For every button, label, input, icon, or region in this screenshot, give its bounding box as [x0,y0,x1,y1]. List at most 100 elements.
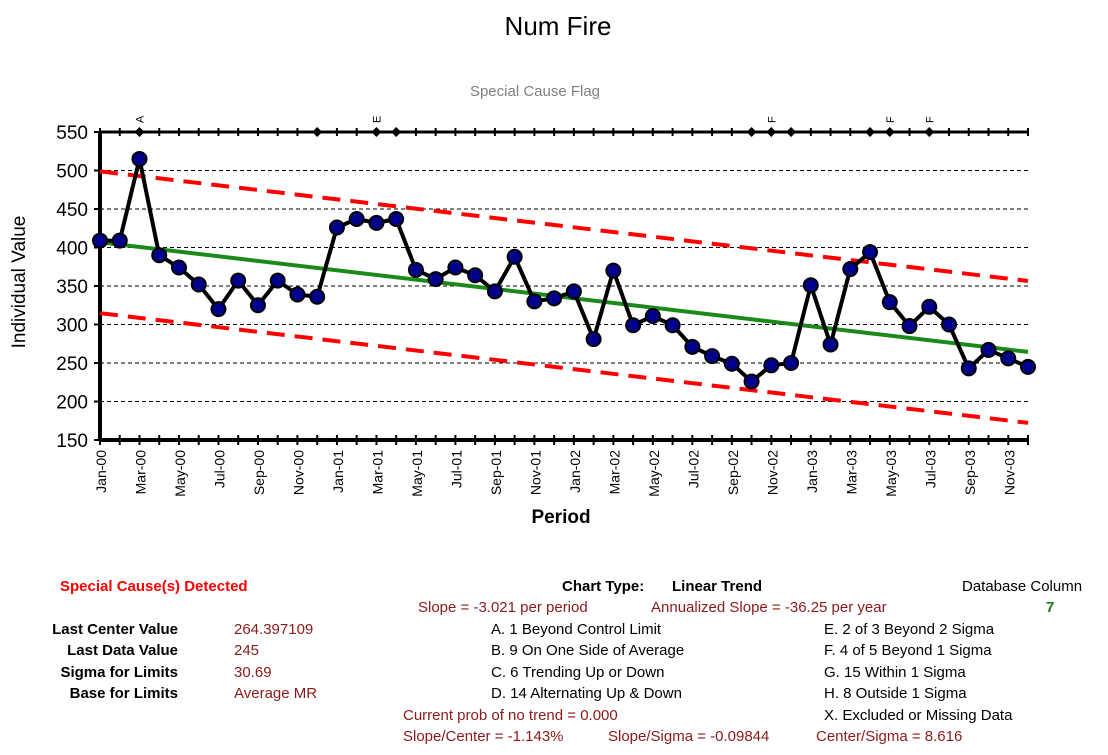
stat-value: 264.397109 [234,621,314,638]
x-tick-label: Sep-00 [251,450,267,495]
x-tick-label: Mar-02 [606,450,622,495]
x-tick-label: Jan-02 [567,450,583,493]
flag-marker [865,127,876,137]
special-cause-detected: Special Cause(s) Detected [60,578,248,595]
data-point [210,301,227,318]
data-point [1020,358,1036,375]
data-point [526,293,543,310]
stat-value: Average MR [234,685,318,702]
data-point [862,244,879,261]
data-point [190,276,207,293]
data-point [802,277,819,294]
data-point [111,232,128,249]
y-tick-label: 350 [56,277,88,298]
flag-marker [746,127,757,137]
y-tick-label: 250 [56,354,88,375]
data-point [921,298,938,315]
rule-item: B. 9 On One Side of Average [491,642,685,659]
chart-type-value: Linear Trend [672,578,763,595]
data-point [388,211,405,228]
center-trend-line [99,240,1029,354]
chart-subtitle: Special Cause Flag [470,83,600,100]
chart-type-label: Chart Type: [562,578,645,595]
flag-label: A [134,115,146,123]
data-point [783,355,800,371]
data-point [230,272,247,289]
control-limit-line [99,169,1029,283]
rule-item: A. 1 Beyond Control Limit [491,621,662,638]
data-point [763,357,780,374]
stat-label: Base for Limits [69,685,178,702]
rule-item: F. 4 of 5 Beyond 1 Sigma [824,642,992,659]
rule-item: G. 15 Within 1 Sigma [824,664,966,681]
stat-label: Sigma for Limits [60,664,178,681]
data-point [309,288,326,305]
flag-marker [391,127,402,137]
data-point [486,283,503,300]
flag-marker [312,127,323,137]
database-column-label: Database Column [962,578,1083,595]
rule-item: D. 14 Alternating Up & Down [491,685,682,702]
data-point [881,294,898,311]
flag-label: F [766,116,778,123]
data-point [822,336,839,353]
data-point [704,348,721,365]
data-point [605,262,622,279]
data-point [684,338,701,355]
stat-label: Last Center Value [52,621,178,638]
data-point [941,316,958,333]
data-point [901,318,918,335]
flag-label: F [924,116,936,123]
data-point [289,286,306,303]
x-tick-label: Nov-00 [290,450,306,495]
y-tick-label: 450 [56,200,88,221]
x-tick-label: Mar-01 [369,450,385,495]
data-point [269,272,286,289]
data-point [348,211,365,228]
flag-marker [884,127,895,137]
flag-label: F [885,116,897,123]
trend-probability: Current prob of no trend = 0.000 [403,707,618,724]
stat-value: 30.69 [234,664,272,681]
flag-marker [786,127,797,137]
data-point [565,283,582,300]
x-tick-label: Sep-01 [488,450,504,495]
x-tick-label: May-03 [883,450,899,497]
x-tick-label: May-00 [172,450,188,497]
data-point [585,331,602,348]
x-tick-label: Sep-02 [725,450,741,495]
data-point [980,341,997,358]
x-tick-label: Jul-03 [922,450,938,488]
stat-value: 245 [234,642,260,659]
rule-item: E. 2 of 3 Beyond 2 Sigma [824,621,995,638]
flag-marker [924,127,935,137]
y-tick-label: 500 [56,162,88,183]
chart: Num Fire Special Cause Flag Individual V… [9,11,1036,528]
data-point [151,247,168,264]
data-point [427,271,444,288]
data-point [249,297,266,314]
data-line [100,156,1029,384]
chart-title: Num Fire [505,11,612,41]
slope-sigma-ratio: Slope/Sigma = -0.09844 [608,728,770,745]
data-point [625,317,642,334]
data-point [328,219,345,236]
x-axis-label: Period [531,507,590,528]
x-tick-label: Jan-03 [804,450,820,493]
data-point [842,261,859,278]
data-point [546,290,563,307]
y-tick-label: 150 [56,431,88,452]
data-point [1000,350,1017,367]
data-point [644,308,661,325]
y-axis-label: Individual Value [9,216,30,349]
annualized-slope-text: Annualized Slope = -36.25 per year [651,599,887,616]
center-sigma-ratio: Center/Sigma = 8.616 [816,728,963,745]
x-tick-label: May-01 [409,450,425,497]
data-point [960,360,977,377]
x-tick-label: Nov-02 [764,450,780,495]
x-tick-label: Mar-00 [132,450,148,495]
rule-item: H. 8 Outside 1 Sigma [824,685,967,702]
x-tick-label: Mar-03 [843,450,859,495]
flag-marker [371,127,382,137]
y-tick-label: 200 [56,393,88,414]
